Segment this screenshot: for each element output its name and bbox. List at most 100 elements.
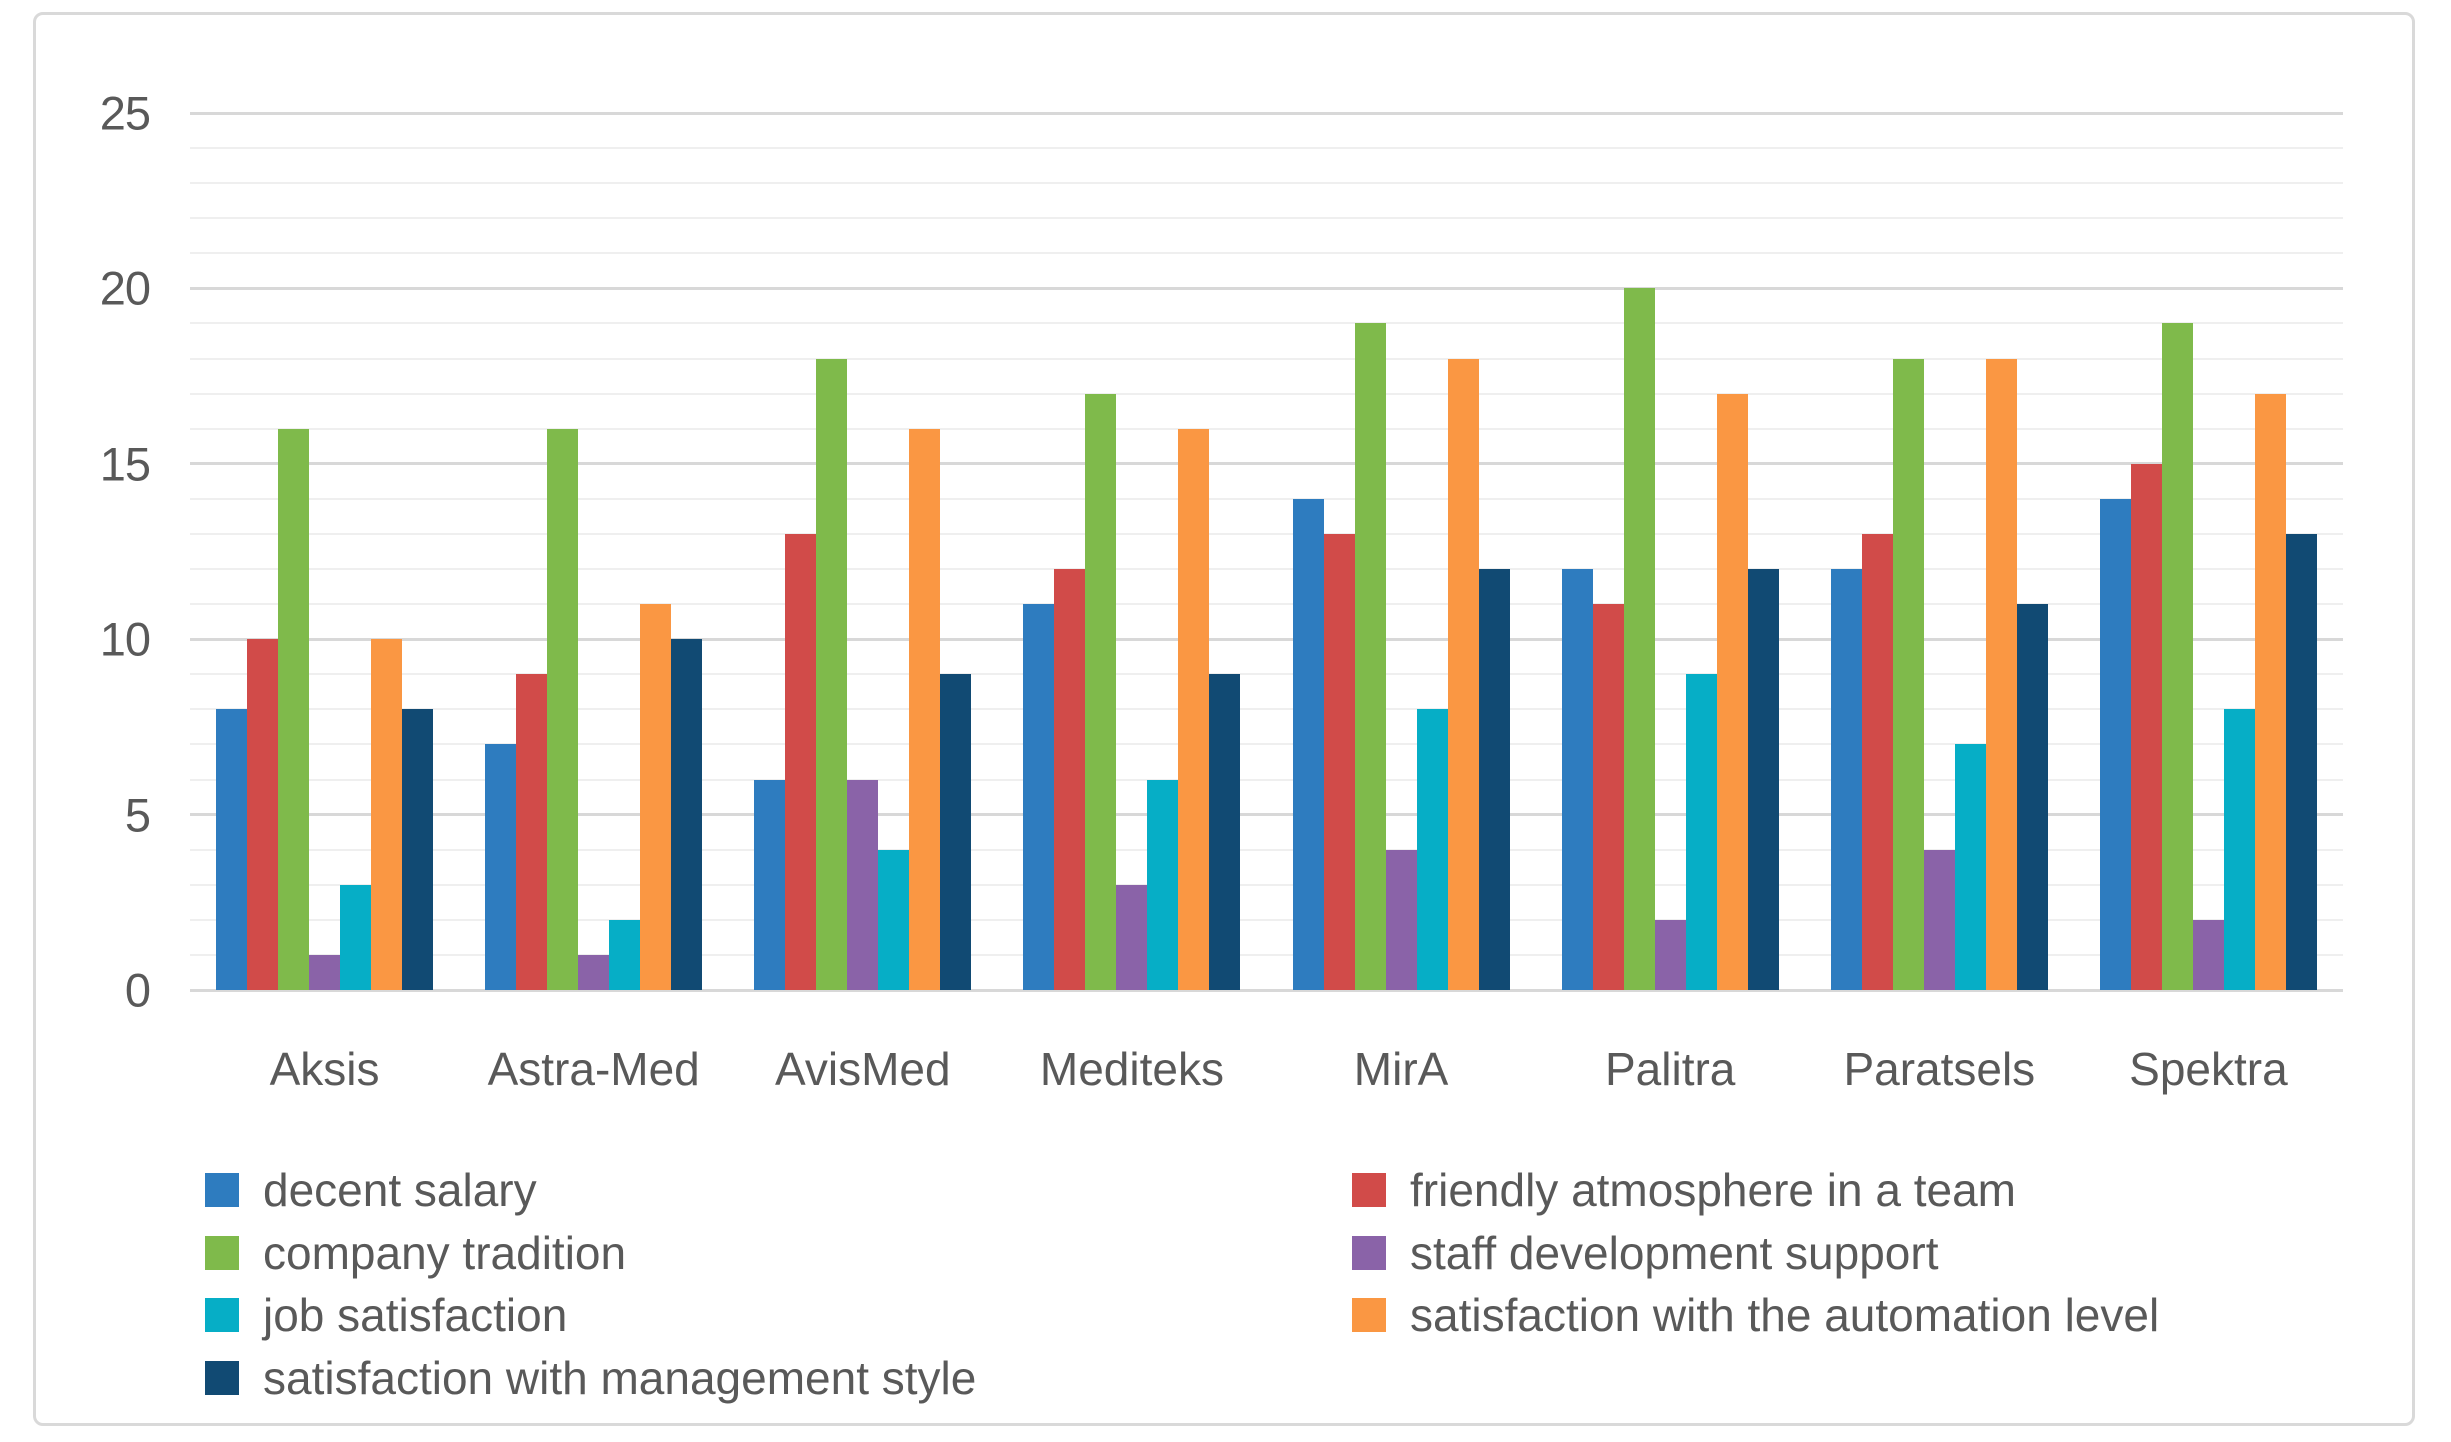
bar-company-tradition-Aksis — [278, 428, 310, 990]
bar-satisfaction-with-the-automation-level-Palitra — [1716, 393, 1748, 990]
y-axis-tick-label: 10 — [99, 612, 151, 666]
gridline-minor — [190, 147, 2343, 150]
legend-item: staff development support — [1352, 1227, 1938, 1279]
gridline-minor — [190, 953, 2343, 956]
x-axis-category-label: AvisMed — [775, 1043, 951, 1095]
x-axis-category-label: Aksis — [269, 1043, 380, 1095]
gridline-minor — [190, 848, 2343, 851]
gridline-minor — [190, 883, 2343, 886]
bar-staff-development-support-Paratsels — [1923, 849, 1955, 990]
bar-decent-salary-MirA — [1292, 498, 1324, 990]
bar-friendly-atmosphere-in-a-team-Spektra — [2130, 463, 2162, 990]
bar-job-satisfaction-Aksis — [340, 884, 372, 990]
x-axis-category-label: Palitra — [1604, 1043, 1736, 1095]
gridline-major — [190, 813, 2343, 817]
gridline-minor — [190, 252, 2343, 255]
bar-job-satisfaction-MirA — [1416, 709, 1448, 990]
bar-friendly-atmosphere-in-a-team-AvisMed — [785, 533, 817, 990]
gridline-major — [190, 111, 2343, 115]
bar-company-tradition-Spektra — [2161, 323, 2193, 990]
bar-decent-salary-Spektra — [2099, 498, 2131, 990]
legend-label: job satisfaction — [263, 1289, 568, 1341]
bar-decent-salary-Mediteks — [1023, 604, 1055, 990]
legend-item: decent salary — [205, 1164, 537, 1216]
bar-satisfaction-with-the-automation-level-AvisMed — [909, 428, 941, 990]
bar-staff-development-support-Palitra — [1654, 919, 1686, 990]
legend-swatch-icon — [1352, 1173, 1386, 1207]
bar-decent-salary-AvisMed — [754, 779, 786, 990]
gridline-major — [190, 286, 2343, 290]
legend-swatch-icon — [205, 1235, 239, 1270]
bar-job-satisfaction-Paratsels — [1954, 744, 1986, 990]
bar-satisfaction-with-the-automation-level-Paratsels — [1985, 358, 2017, 990]
bar-job-satisfaction-AvisMed — [878, 849, 910, 990]
bar-decent-salary-Paratsels — [1830, 569, 1862, 990]
legend-label: friendly atmosphere in a team — [1410, 1164, 2016, 1216]
legend-label: satisfaction with the automation level — [1410, 1289, 2160, 1341]
bar-satisfaction-with-management-style-Mediteks — [1209, 674, 1241, 990]
y-axis-tick-label: 0 — [124, 963, 151, 1017]
gridline-minor — [190, 427, 2343, 430]
bar-satisfaction-with-management-style-AvisMed — [940, 674, 972, 990]
bar-decent-salary-Palitra — [1561, 569, 1593, 990]
bar-friendly-atmosphere-in-a-team-Aksis — [247, 639, 279, 990]
bar-staff-development-support-Aksis — [309, 954, 341, 990]
legend-item: satisfaction with management style — [205, 1352, 976, 1404]
y-axis-tick-label: 20 — [99, 261, 151, 315]
bar-satisfaction-with-the-automation-level-Astra-Med — [640, 604, 672, 990]
bar-friendly-atmosphere-in-a-team-Mediteks — [1054, 569, 1086, 990]
bar-company-tradition-Paratsels — [1892, 358, 1924, 990]
legend-label: satisfaction with management style — [263, 1351, 977, 1404]
bar-satisfaction-with-the-automation-level-MirA — [1447, 358, 1479, 990]
bar-job-satisfaction-Palitra — [1685, 674, 1717, 990]
bar-job-satisfaction-Spektra — [2223, 709, 2255, 990]
x-axis-category-label: Paratsels — [1843, 1043, 2036, 1095]
legend-swatch-icon — [205, 1360, 239, 1395]
y-axis-tick-label: 15 — [99, 437, 151, 491]
gridline-minor — [190, 532, 2343, 535]
bar-company-tradition-Astra-Med — [547, 428, 579, 990]
gridline-major — [190, 462, 2343, 466]
bar-job-satisfaction-Mediteks — [1147, 779, 1179, 990]
bar-satisfaction-with-the-automation-level-Spektra — [2254, 393, 2286, 990]
legend-swatch-icon — [1352, 1235, 1386, 1270]
gridline-minor — [190, 918, 2343, 921]
x-axis-category-label: MirA — [1353, 1043, 1449, 1095]
bar-staff-development-support-Spektra — [2192, 919, 2224, 990]
gridline-minor — [190, 182, 2343, 185]
bar-staff-development-support-Mediteks — [1116, 884, 1148, 990]
legend-swatch-icon — [205, 1173, 239, 1207]
gridline-minor — [190, 217, 2343, 220]
gridline-minor — [190, 743, 2343, 746]
bar-satisfaction-with-management-style-Astra-Med — [671, 639, 703, 990]
gridline-major — [190, 637, 2343, 641]
gridline-minor — [190, 357, 2343, 360]
bar-friendly-atmosphere-in-a-team-MirA — [1323, 533, 1355, 990]
legend-item: friendly atmosphere in a team — [1352, 1164, 2016, 1216]
gridline-minor — [190, 497, 2343, 500]
legend-label: company tradition — [263, 1226, 627, 1279]
bar-satisfaction-with-management-style-Palitra — [1747, 569, 1779, 990]
gridline-minor — [190, 708, 2343, 711]
bar-decent-salary-Astra-Med — [485, 744, 517, 990]
legend-item: satisfaction with the automation level — [1352, 1289, 2159, 1341]
x-axis-category-label: Spektra — [2129, 1043, 2288, 1095]
bar-staff-development-support-MirA — [1385, 849, 1417, 990]
gridline-minor — [190, 778, 2343, 781]
legend-swatch-icon — [205, 1298, 239, 1332]
legend-item: company tradition — [205, 1227, 626, 1279]
bar-company-tradition-MirA — [1354, 323, 1386, 990]
bar-friendly-atmosphere-in-a-team-Paratsels — [1861, 533, 1893, 990]
bar-satisfaction-with-the-automation-level-Aksis — [371, 639, 403, 990]
gridline-minor — [190, 673, 2343, 676]
bar-satisfaction-with-management-style-Aksis — [402, 709, 434, 990]
gridline-minor — [190, 568, 2343, 571]
legend-item: job satisfaction — [205, 1289, 567, 1341]
bar-satisfaction-with-management-style-Spektra — [2285, 533, 2317, 990]
legend-label: staff development support — [1410, 1226, 1939, 1279]
bar-decent-salary-Aksis — [216, 709, 248, 990]
bar-company-tradition-AvisMed — [816, 358, 848, 990]
bar-company-tradition-Mediteks — [1085, 393, 1117, 990]
